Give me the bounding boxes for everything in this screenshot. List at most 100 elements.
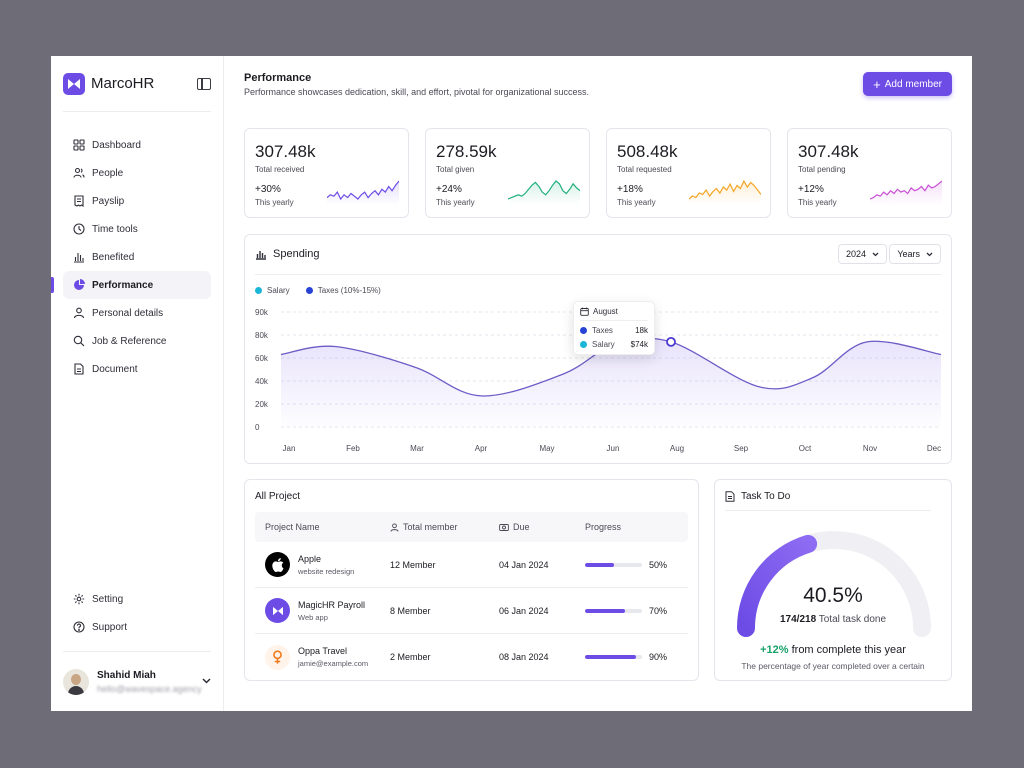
tooltip-value: 18k [635,326,648,335]
chevron-down-icon [926,250,933,259]
user-email: hello@wavespace.agency [97,683,202,694]
task-change-text: from complete this year [791,644,906,656]
sidebar-item-label: Performance [92,279,154,291]
sidebar-item-payslip[interactable]: Payslip [63,187,211,215]
avatar[interactable] [63,668,89,695]
sidebar-item-document[interactable]: Document [63,355,211,383]
stat-label: Total received [255,165,305,174]
table-row[interactable]: MagicHR Payroll Web app 8 Member 06 Jan 2… [255,588,688,634]
x-tick-label: Feb [346,444,360,453]
sidebar-item-people[interactable]: People [63,159,211,187]
project-sub: Web app [298,612,328,622]
sidebar-item-label: Support [92,621,128,633]
stat-period: This yearly [617,198,656,207]
sidebar-item-personal-details[interactable]: Personal details [63,299,211,327]
add-member-button[interactable]: + Add member [863,72,952,96]
x-tick-label: Aug [670,444,684,453]
divider [725,510,931,511]
range-select-value: Years [897,249,920,259]
x-tick-label: Mar [410,444,424,453]
project-name: MagicHR Payroll [298,599,366,610]
sidebar-toggle-icon[interactable] [197,77,211,90]
sidebar-item-time-tools[interactable]: Time tools [63,215,211,243]
col-total-member[interactable]: Total member [390,522,499,532]
user-profile[interactable]: Shahid Miah hello@wavespace.agency [63,651,211,711]
sparkline-line [508,180,580,200]
y-tick-label: 60k [255,354,269,363]
stat-change: +12% [798,184,824,195]
project-due: 08 Jan 2024 [499,652,549,662]
sparkline [689,179,761,205]
stat-value: 508.48k [617,142,678,161]
project-due: 04 Jan 2024 [499,559,549,570]
sparkline-area [870,181,942,205]
task-gauge [737,531,931,637]
people-icon [73,167,85,179]
series-area [281,338,941,427]
col-progress[interactable]: Progress [585,522,622,532]
pie-chart-icon [73,279,85,291]
receipt-icon [73,195,85,207]
marcohr-logo-icon[interactable] [63,72,85,95]
x-tick-label: Dec [927,444,941,453]
sidebar-item-benefited[interactable]: Benefited [63,243,211,271]
project-name: Oppa Travel [298,646,348,656]
brand: MarcoHR [63,56,211,112]
sidebar-item-label: Document [92,363,138,375]
x-tick-label: May [539,444,554,453]
clock-icon [73,223,85,235]
sidebar-item-performance[interactable]: Performance [51,271,211,299]
sidebar-item-label: Time tools [92,223,138,235]
sidebar-item-job-reference[interactable]: Job & Reference [63,327,211,355]
stat-value: 307.48k [255,142,316,161]
x-tick-label: Jan [283,444,296,453]
task-done: 174/218 Total task done [715,614,951,625]
project-sub: jamie@example.com [298,659,369,668]
stat-change: +24% [436,184,462,195]
table-row[interactable]: Apple website redesign 12 Member 04 Jan 2… [255,542,688,588]
year-select[interactable]: 2024 [837,244,887,264]
progress-label: 90% [649,652,668,662]
legend-item[interactable]: Salary [255,286,290,295]
x-tick-label: Apr [475,444,488,453]
projects-card: All Project Project Name Total member Du… [244,479,699,681]
sparkline [870,180,942,205]
chart-legend: Salary Taxes (10%-15%) [255,286,397,295]
spending-chart: 0 20k 40k 60k 80k 90k Jan Feb Mar Apr May Jun Aug Sep… [255,308,941,453]
progress-bar [585,655,642,659]
range-select[interactable]: Years [889,244,941,264]
legend-item[interactable]: Taxes (10%-15%) [305,286,381,295]
year-select-value: 2024 [845,249,866,259]
gauge-fill [737,534,818,637]
projects-table: Project Name Total member Due Progress A… [255,512,688,680]
bar-chart-icon [73,251,85,263]
y-tick-label: 20k [255,400,269,409]
project-members: 12 Member [390,559,436,570]
user-icon [73,307,85,319]
page-subtitle: Performance showcases dedication, skill,… [244,87,590,97]
sidebar-item-dashboard[interactable]: Dashboard [63,131,211,159]
table-row[interactable]: Oppa Travel jamie@example.com 2 Member 08… [255,634,688,680]
sidebar-item-setting[interactable]: Setting [63,585,211,613]
chevron-down-icon[interactable] [202,676,211,687]
task-percent: 40.5% [803,584,863,607]
tooltip-dot [580,341,587,348]
col-due-label: Due [513,522,530,532]
sidebar-item-label: Payslip [92,195,125,207]
highlight-point [666,337,676,347]
sparkline-area [327,181,399,205]
gear-icon [73,593,85,605]
x-tick-label: Oct [799,444,812,453]
stat-value: 307.48k [798,142,859,161]
y-tick-label: 40k [255,377,269,386]
col-project-name[interactable]: Project Name [265,522,320,532]
spending-title-text: Spending [273,248,320,260]
sparkline-line [870,180,942,200]
tooltip-value: $74k [630,340,648,349]
col-due[interactable]: Due [499,522,585,532]
projects-title: All Project [255,491,301,502]
app-name: MarcoHR [91,75,155,92]
legend-label: Taxes (10%-15%) [317,286,381,295]
col-total-member-label: Total member [403,522,458,532]
sidebar-item-support[interactable]: Support [63,613,211,641]
